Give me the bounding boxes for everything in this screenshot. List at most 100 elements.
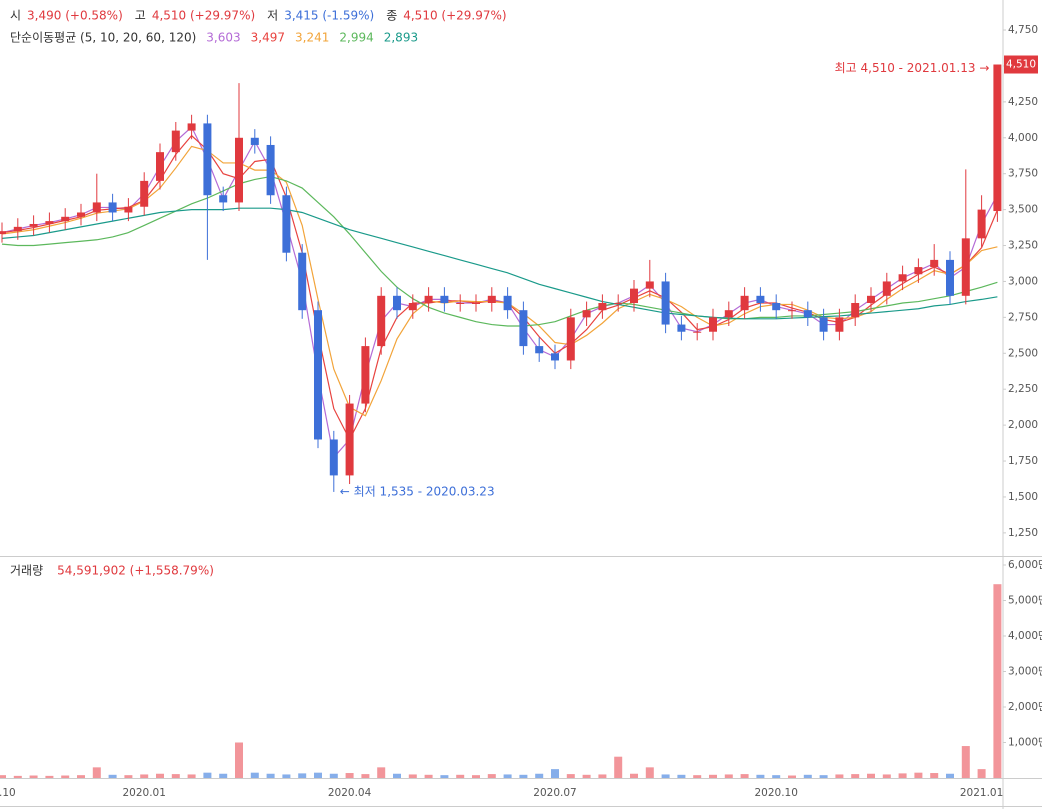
candle-body xyxy=(614,302,623,304)
volume-bar xyxy=(851,774,860,778)
candle-body xyxy=(361,346,370,404)
y-tick-label: 4,000만 xyxy=(1008,630,1042,642)
volume-bar xyxy=(77,775,85,778)
candle-body xyxy=(298,252,307,311)
candle-body xyxy=(203,123,212,196)
candle-body xyxy=(709,317,717,332)
candle-body xyxy=(867,295,875,303)
volume-bar xyxy=(993,584,1002,778)
candle-body xyxy=(393,295,401,311)
volume-bar xyxy=(393,773,401,778)
candle-body xyxy=(566,317,575,361)
volume-bar xyxy=(630,773,638,778)
volume-bar xyxy=(108,774,117,778)
volume-bar xyxy=(693,775,702,778)
volume-bar xyxy=(677,774,686,778)
candle-body xyxy=(235,137,243,203)
volume-bar xyxy=(582,774,591,778)
candle-body xyxy=(788,310,796,312)
volume-bar xyxy=(329,773,338,778)
volume-bar xyxy=(977,769,986,778)
volume-bar xyxy=(788,775,796,778)
volume-bar xyxy=(961,746,970,778)
volume-bar xyxy=(503,774,512,778)
candle-body xyxy=(898,274,907,282)
volume-bar xyxy=(29,775,38,778)
candle-body xyxy=(645,281,654,289)
candle-body xyxy=(171,130,180,153)
volume-bar xyxy=(45,775,54,778)
volume-bar xyxy=(867,773,875,778)
candle-body xyxy=(77,212,85,217)
candle-body xyxy=(108,202,117,213)
volume-bar xyxy=(882,774,891,778)
candle-body xyxy=(693,331,702,333)
candle-body xyxy=(977,209,986,239)
volume-bar xyxy=(645,767,654,778)
annotation: 최고 4,510 - 2021.01.13 → xyxy=(835,61,990,75)
volume-bar xyxy=(487,774,496,778)
x-tick-label: 2021.01 xyxy=(960,787,1003,799)
volume-bar xyxy=(472,775,480,778)
volume-bar xyxy=(756,774,765,778)
y-tick-label: 2,250 xyxy=(1008,383,1038,395)
candle-body xyxy=(835,317,844,332)
volume-bar xyxy=(598,774,607,778)
candle-body xyxy=(61,216,70,222)
volume-bar xyxy=(282,774,291,778)
volume-bar xyxy=(819,775,828,778)
candle-body xyxy=(535,346,544,354)
volume-bar xyxy=(235,742,243,778)
x-tick-label: 2020.07 xyxy=(533,787,576,799)
volume-bar xyxy=(930,773,939,778)
candle-body xyxy=(961,238,970,296)
volume-bar xyxy=(171,774,180,778)
volume-bar xyxy=(92,767,101,778)
candle-body xyxy=(424,295,433,303)
volume-bar xyxy=(519,774,528,778)
volume-bar xyxy=(124,775,133,778)
candle-body xyxy=(661,281,670,325)
candle-body xyxy=(582,310,591,318)
candle-body xyxy=(551,353,559,361)
candle-body xyxy=(740,295,749,311)
volume-bar xyxy=(551,769,559,778)
candle-body xyxy=(993,64,1002,212)
volume-bar xyxy=(140,774,149,778)
candle-body xyxy=(377,295,386,347)
price-tag xyxy=(1004,55,1038,74)
volume-bar xyxy=(187,774,196,778)
candle-body xyxy=(140,180,149,207)
y-tick-label: 3,250 xyxy=(1008,240,1038,252)
x-tick-label: 2020.01 xyxy=(122,787,165,799)
x-tick-label: 2019.10 xyxy=(0,787,16,799)
candle-body xyxy=(930,259,939,268)
candle-body xyxy=(756,295,765,303)
candle-body xyxy=(156,152,164,181)
volume-bar xyxy=(424,774,433,778)
volume-bar xyxy=(898,773,907,778)
candle-body xyxy=(0,231,6,235)
candle-body xyxy=(803,310,812,318)
price-tag-label: 4,510 xyxy=(1006,59,1036,71)
volume-bar xyxy=(724,774,733,778)
y-tick-label: 1,500 xyxy=(1008,491,1038,503)
y-tick-label: 3,000만 xyxy=(1008,665,1042,677)
volume-bar xyxy=(298,773,307,778)
candle-body xyxy=(329,439,338,476)
volume-bar xyxy=(250,772,259,778)
volume-bar xyxy=(772,775,781,778)
y-tick-label: 1,750 xyxy=(1008,455,1038,467)
candle-body xyxy=(724,310,733,318)
candle-body xyxy=(882,281,891,296)
y-tick-label: 3,750 xyxy=(1008,168,1038,180)
info-value: 4,510 (+29.97%) xyxy=(152,9,255,23)
ma-legend-value: 2,893 xyxy=(384,31,418,45)
info-value: 3,415 (-1.59%) xyxy=(284,9,374,23)
volume-bar xyxy=(456,774,465,778)
candle-body xyxy=(519,310,528,347)
candle-body xyxy=(250,137,259,145)
y-tick-label: 5,000만 xyxy=(1008,594,1042,606)
candle-body xyxy=(772,302,781,311)
